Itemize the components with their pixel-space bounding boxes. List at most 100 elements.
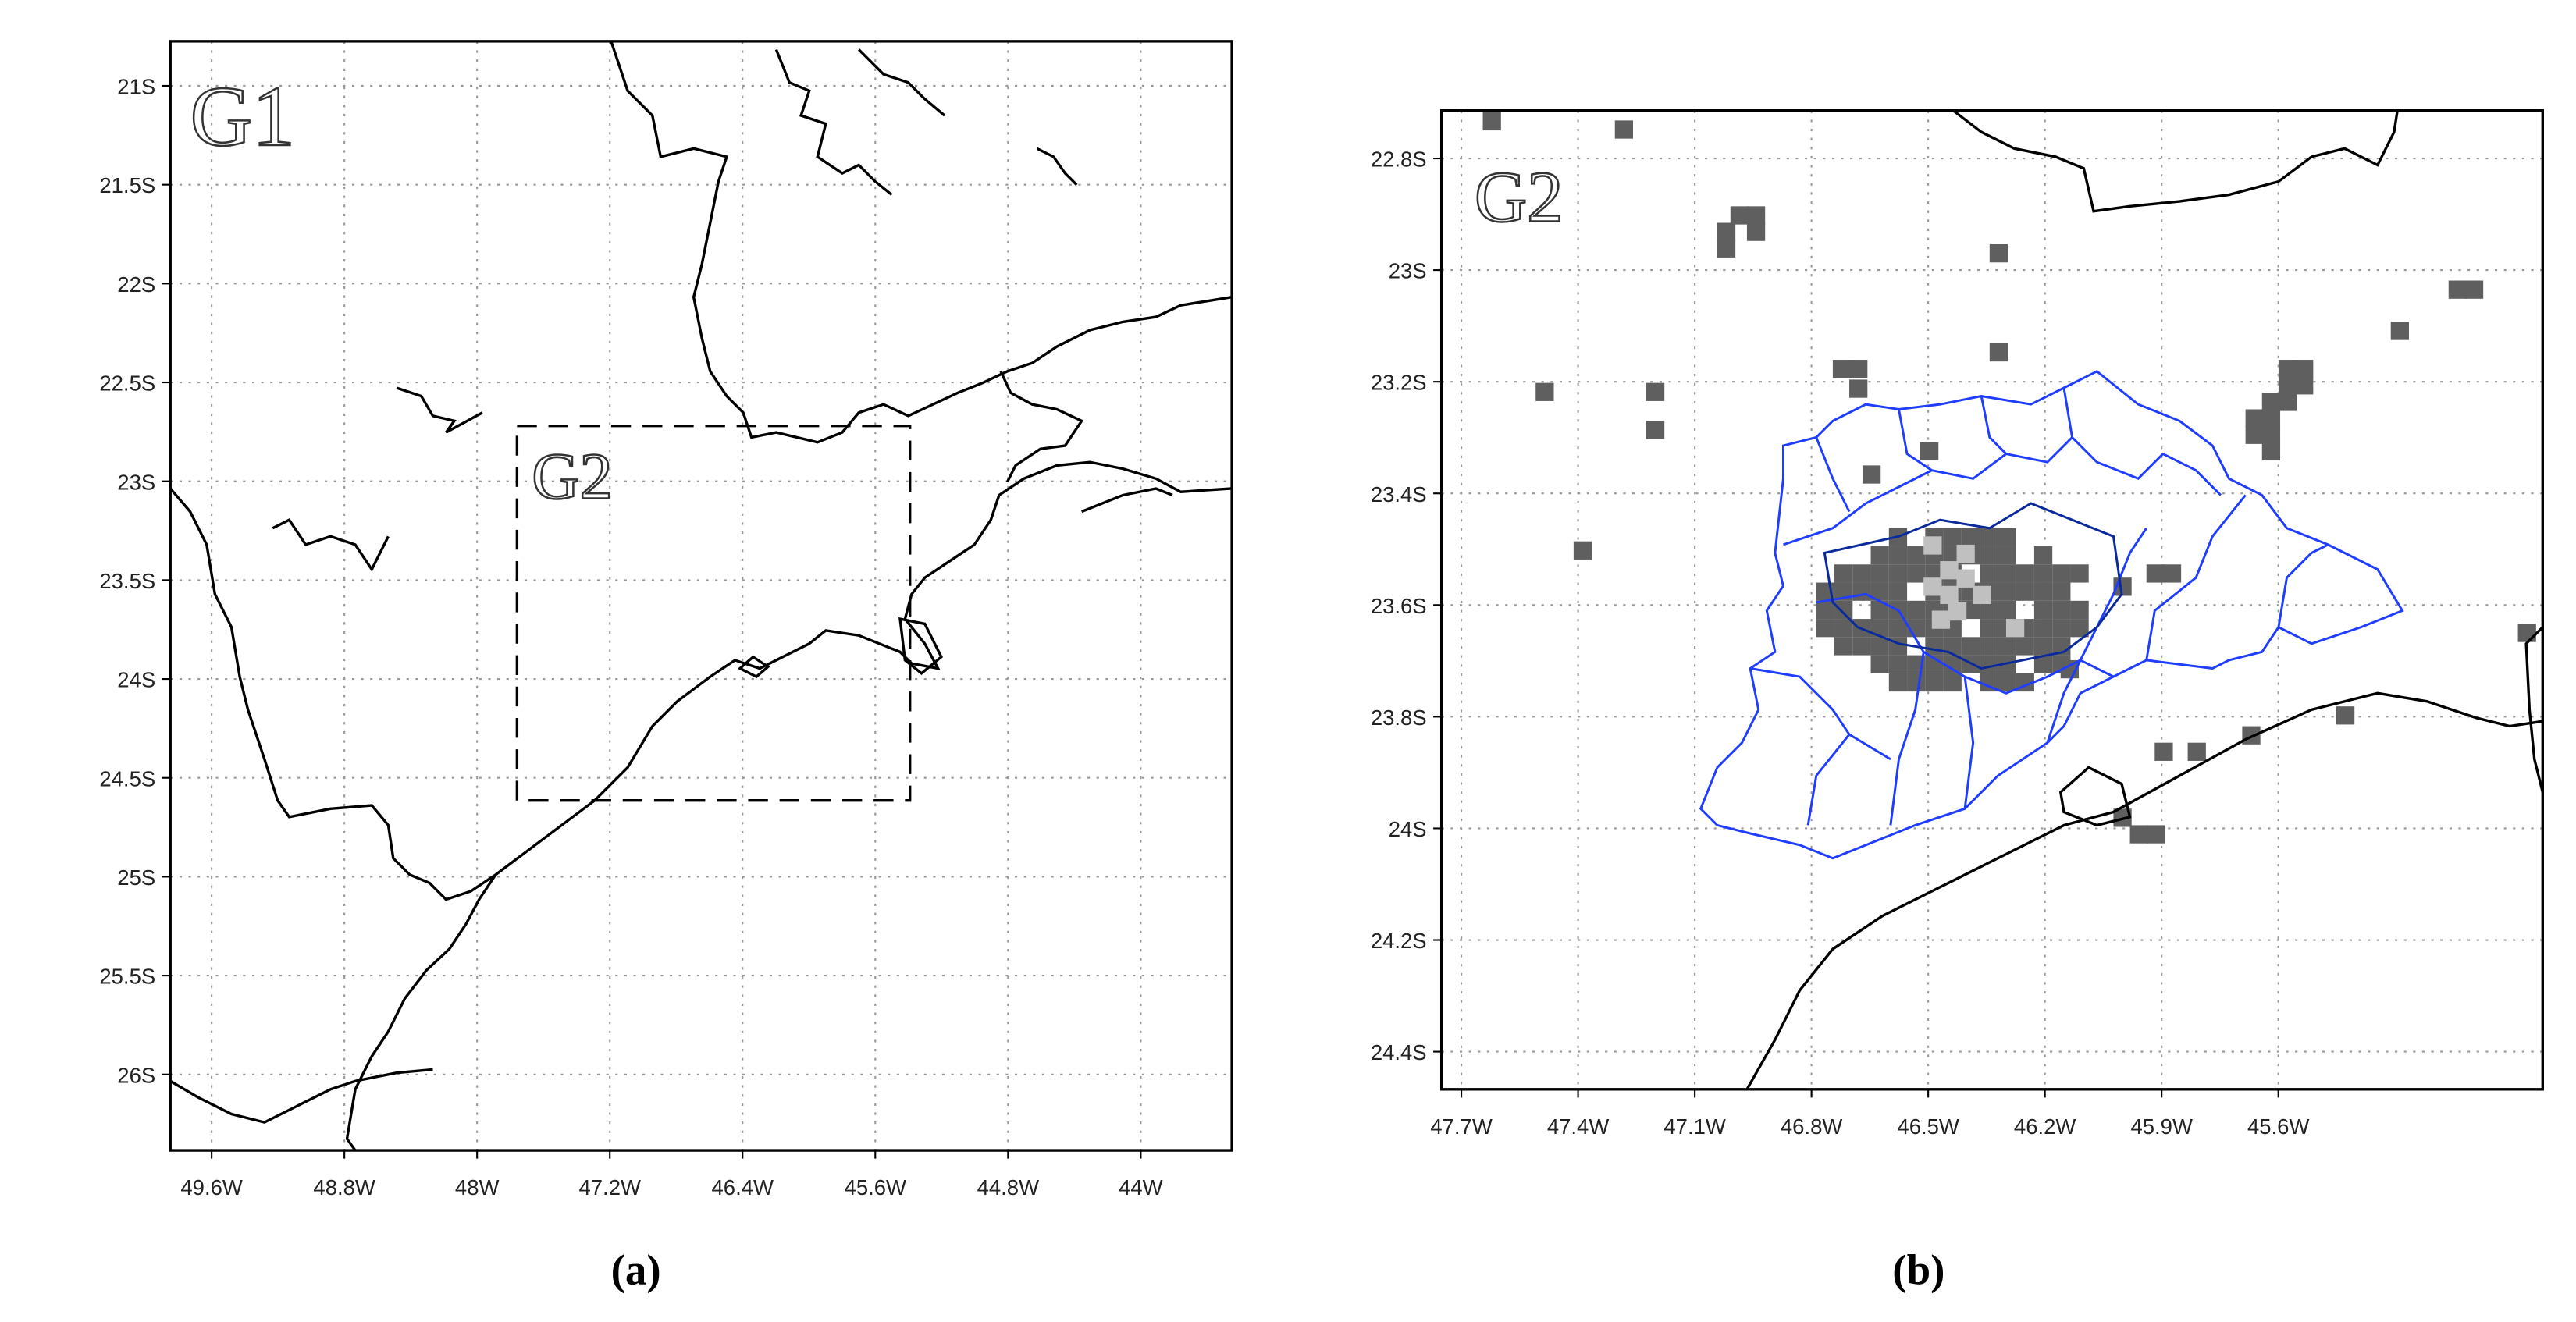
grid-cell — [1862, 465, 1881, 484]
grid-cell — [1998, 564, 2016, 583]
grid-cell — [1717, 222, 1736, 241]
grid-cell — [2261, 425, 2281, 444]
grid-cell — [2261, 442, 2281, 461]
grid-cell — [2052, 655, 2071, 673]
grid-cell — [2464, 280, 2484, 299]
grid-cell — [1573, 541, 1592, 560]
grid-cell — [2052, 564, 2071, 583]
grid-cell — [1852, 637, 1871, 656]
panel-label: G2 — [1475, 157, 1564, 237]
lake — [1081, 487, 1173, 514]
inset-label: G2 — [532, 441, 612, 514]
grid-cell — [1923, 536, 1942, 555]
grid-cell — [1646, 382, 1665, 401]
grid-cell — [2016, 564, 2034, 583]
border — [1952, 109, 2399, 213]
grid-cell — [2390, 322, 2409, 340]
grid-cell — [2033, 637, 2053, 656]
island — [898, 617, 943, 676]
border — [169, 1068, 433, 1124]
grid-cell — [1925, 637, 1944, 656]
grid-cell — [2070, 600, 2089, 620]
lake — [774, 48, 893, 196]
grid-cell — [1989, 343, 2008, 362]
grid-cell — [2295, 376, 2314, 395]
grid-cell — [1888, 619, 1908, 638]
lake — [272, 517, 390, 572]
y-tick-label: 22.5S — [99, 371, 155, 396]
y-tick-label: 21S — [117, 75, 155, 99]
grid-cell — [1998, 582, 2016, 601]
x-tick-label: 46.5W — [1897, 1114, 1959, 1139]
y-tick-label: 23.2S — [1371, 371, 1427, 395]
grid-cell — [1535, 382, 1554, 401]
grid-cell — [1834, 564, 1853, 583]
lake — [396, 386, 483, 434]
grid-cell — [1920, 442, 1939, 461]
grid-cell — [1956, 544, 1975, 563]
grid-cell — [1816, 619, 1835, 638]
grid-cell — [1943, 673, 1962, 692]
grid-cell — [1998, 546, 2016, 565]
core-boundary — [1823, 502, 2123, 670]
grid-cell — [1730, 206, 1749, 225]
y-tick-label: 24.5S — [99, 766, 155, 791]
lake — [1036, 147, 1078, 187]
grid-cell — [1888, 655, 1908, 673]
grid-cell — [2146, 825, 2165, 844]
grid-cell — [1834, 619, 1853, 638]
y-tick-label: 23S — [117, 470, 155, 494]
inset-box — [515, 424, 912, 802]
grid-cell — [2278, 393, 2297, 411]
grid-cell — [1816, 600, 1835, 620]
grid-cell — [2033, 546, 2053, 565]
grid-cell — [2245, 409, 2264, 428]
grid-cell — [2033, 655, 2053, 673]
y-tick-label: 23.8S — [1371, 705, 1427, 730]
grid-cell — [2070, 564, 2089, 583]
grid-cell — [1614, 120, 1634, 139]
y-tick-label: 24S — [117, 668, 155, 692]
border — [2524, 626, 2544, 793]
grid-cell — [1852, 582, 1871, 601]
x-tick-label: 47.7W — [1430, 1114, 1492, 1139]
grid-cell — [2295, 360, 2314, 378]
border — [610, 41, 1233, 444]
y-tick-label: 24.2S — [1371, 929, 1427, 953]
grid-cell — [1870, 546, 1889, 565]
grid-cell — [2052, 582, 2071, 601]
grid-cell — [1746, 206, 1766, 225]
grid-cell — [1870, 655, 1889, 673]
border — [999, 371, 1084, 483]
grid-cell — [1943, 655, 1962, 673]
grid-cell — [1925, 673, 1944, 692]
grid-cell — [2245, 425, 2264, 444]
y-tick-label: 25S — [117, 865, 155, 890]
grid-cell — [1907, 564, 1926, 583]
grid-cell — [2016, 637, 2034, 656]
x-tick-label: 47.2W — [578, 1175, 640, 1199]
y-tick-label: 22.8S — [1371, 147, 1427, 172]
grid-cell — [1980, 637, 1998, 656]
island — [737, 655, 770, 679]
grid-cell — [1998, 637, 2016, 656]
grid-cell — [1907, 546, 1926, 565]
grid-cell — [1849, 360, 1868, 378]
grid-cell — [1973, 585, 1991, 605]
border — [169, 487, 496, 901]
grid-cell — [1980, 619, 1998, 638]
grid-cell — [1888, 582, 1908, 601]
grid-cell — [1980, 600, 1998, 620]
frame — [169, 40, 1233, 1152]
grid-cell — [1940, 585, 1959, 605]
grid-cell — [1832, 360, 1852, 378]
grid-cell — [2187, 742, 2206, 761]
grid-cell — [2261, 409, 2281, 428]
y-tick-label: 21.5S — [99, 173, 155, 197]
grid-cell — [2154, 742, 2173, 761]
grid-cell — [1948, 602, 1967, 621]
region-boundary — [1699, 370, 2404, 860]
grid-cell — [2033, 582, 2053, 601]
grid-cell — [1907, 600, 1926, 620]
